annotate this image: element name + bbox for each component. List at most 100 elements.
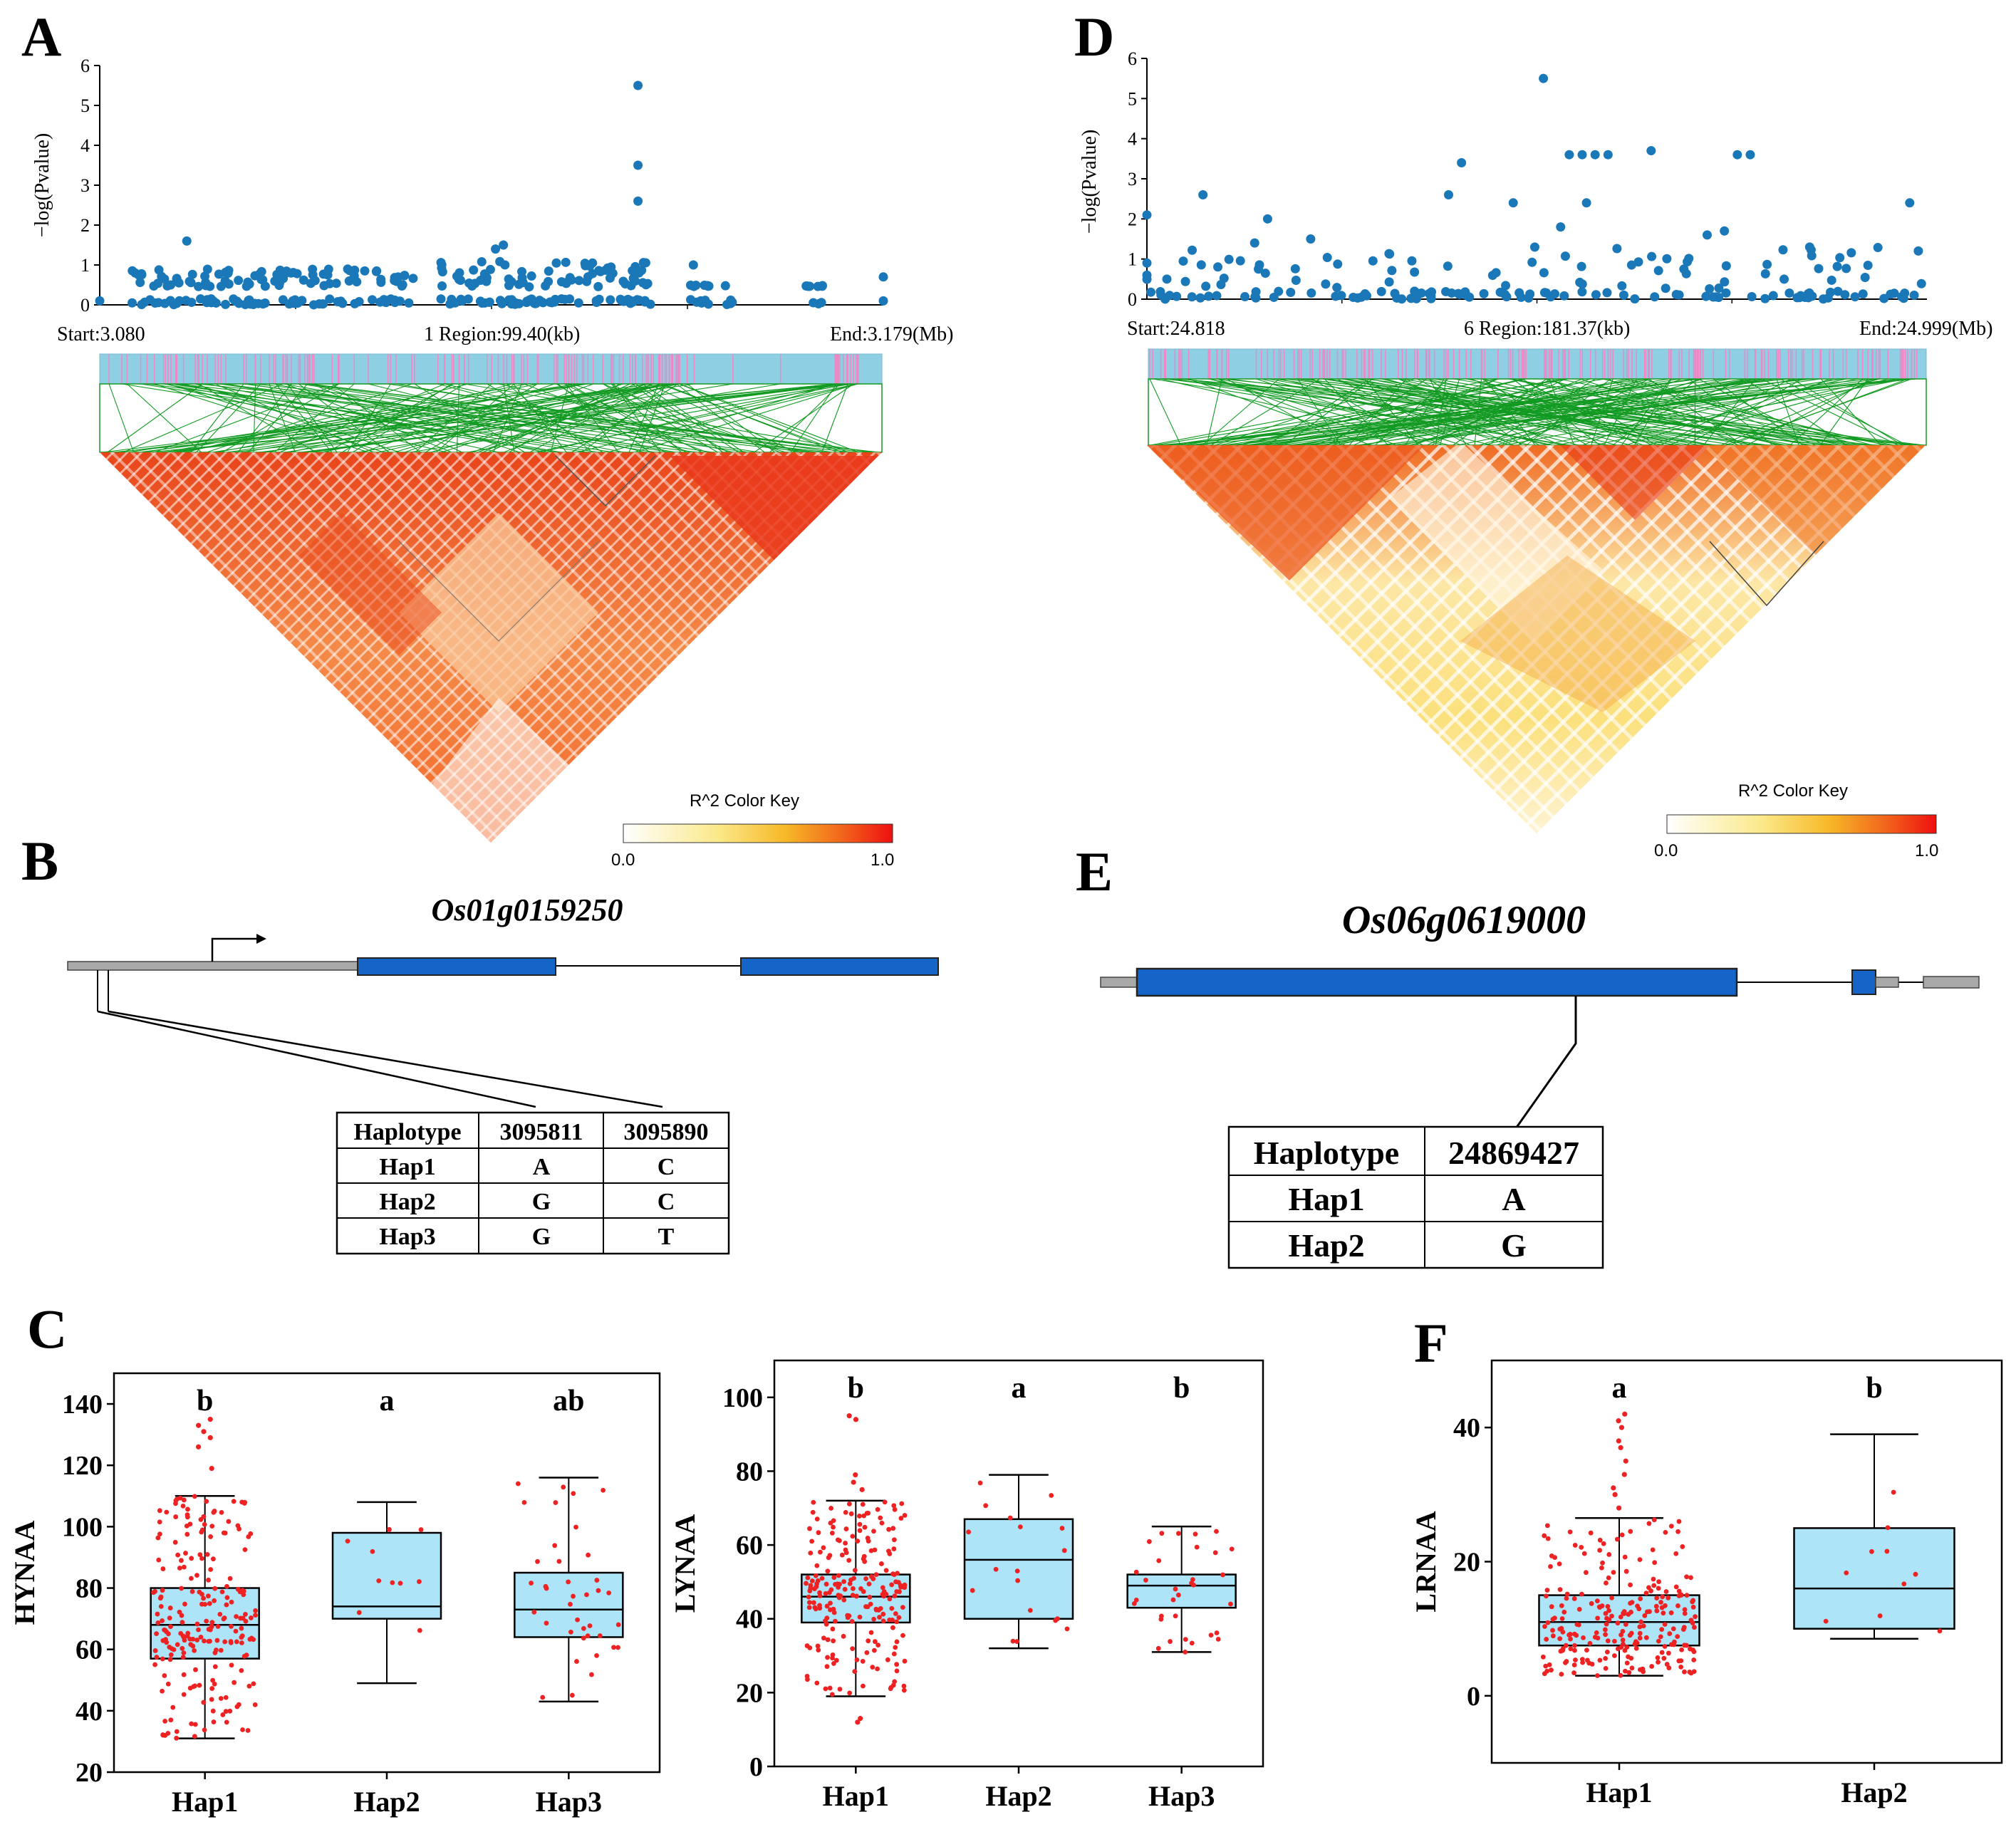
ld-connector [1165,378,1717,446]
jitter-point [573,1524,578,1530]
jitter-point [831,1638,836,1644]
snp-point [510,299,520,309]
gene-name-b: Os01g0159250 [432,892,623,927]
snp-point [202,264,212,274]
snp-point [1204,291,1214,301]
ytick-label: 60 [76,1635,103,1665]
jitter-point [160,1588,165,1593]
jitter-point [1228,1601,1233,1607]
jitter-point [192,1494,197,1499]
jitter-point [825,1637,831,1643]
snp-track-d [1148,348,1927,446]
jitter-point [804,1643,810,1648]
snp-point [241,281,251,291]
jitter-point [900,1605,905,1610]
snp-point [185,276,194,286]
snp-point [1683,257,1693,267]
snp-point [1286,287,1296,297]
jitter-point [566,1579,571,1585]
ld-connector [679,383,859,453]
jitter-point [1675,1634,1680,1639]
snp-point [1368,256,1378,266]
snp-point [475,296,485,306]
jitter-point [854,1593,859,1599]
jitter-point [1646,1521,1652,1526]
snp-point [1514,288,1524,298]
snp-point [495,296,505,306]
jitter-point [836,1573,841,1578]
snp-point [1495,287,1505,297]
jitter-point [977,1480,983,1486]
jitter-point [894,1619,900,1625]
jitter-point [193,1667,198,1672]
snp-point [398,280,407,290]
jitter-point [212,1664,218,1670]
snp-point [1796,291,1806,301]
colorkey-d: R^2 Color Key 0.0 1.0 [1654,781,1938,860]
jitter-point [1675,1603,1680,1608]
jitter-point [177,1609,182,1615]
jitter-point [1605,1603,1611,1609]
snp-point [224,266,234,276]
jitter-point [1618,1632,1623,1638]
jitter-point [1623,1668,1628,1674]
ld-connector [180,383,539,453]
jitter-point [1651,1517,1657,1523]
jitter-point [177,1566,182,1571]
ld-connector [1182,378,1678,446]
table-header-cell: Haplotype [1254,1135,1399,1171]
snp-point [375,297,385,307]
ld-connector [127,383,202,453]
snp-point [1832,261,1842,271]
panel-letter-e: E [1076,840,1113,902]
jitter-point [816,1647,821,1653]
jitter-point [1549,1553,1554,1558]
ld-connector [108,383,135,453]
jitter-point [1557,1561,1562,1567]
ld-connector [456,383,459,453]
snp-point [1576,261,1586,271]
jitter-point [1661,1610,1666,1616]
jitter-point [205,1593,211,1599]
snp-point [1250,292,1260,302]
jitter-point [214,1647,219,1652]
snp-point [1178,256,1188,266]
jitter-point [1576,1622,1581,1628]
snp-point [491,244,501,254]
jitter-point [871,1529,876,1534]
ld-connector [259,383,839,453]
jitter-point [174,1735,180,1741]
snp-point [1617,281,1627,291]
jitter-point [1604,1581,1609,1586]
jitter-point [1543,1593,1549,1599]
jitter-point [806,1605,812,1610]
jitter-point [1609,1613,1614,1619]
colorkey-d-title: R^2 Color Key [1738,781,1848,801]
ld-connector [1559,378,1894,446]
jitter-point [808,1550,814,1556]
jitter-point [194,1621,200,1627]
jitter-point [863,1576,868,1581]
jitter-point [1614,1536,1620,1542]
jitter-point [898,1584,904,1590]
ld-connector [221,383,655,453]
ld-connector [342,383,452,453]
snp-point [626,281,636,291]
ld-connector [1453,378,1869,446]
jitter-point [151,1590,156,1595]
ld-connector [171,383,614,453]
jitter-point [239,1633,245,1639]
jitter-point [1550,1628,1555,1633]
jitter-point [174,1496,180,1502]
jitter-point [848,1511,854,1516]
jitter-point [825,1655,830,1660]
jitter-point [1601,1541,1606,1546]
jitter-point [1579,1591,1584,1597]
snp-point [1779,274,1789,284]
ld-connector [571,383,786,453]
snp-point [1196,260,1206,270]
jitter-point [568,1601,573,1607]
jitter-point [209,1623,214,1629]
jitter-point [192,1722,198,1727]
jitter-point [1688,1646,1693,1652]
